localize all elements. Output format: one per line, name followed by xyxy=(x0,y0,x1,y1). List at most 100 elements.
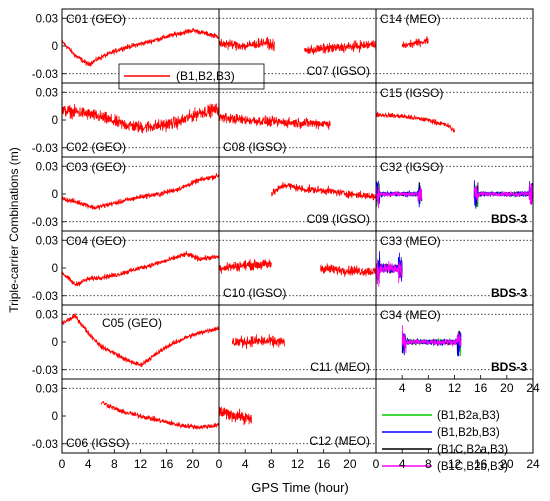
x-tick-label: 4 xyxy=(399,381,406,395)
x-tick-label: 20 xyxy=(186,457,200,471)
y-tick-label: -0.03 xyxy=(32,217,58,229)
y-tick-label: 0.03 xyxy=(36,383,58,395)
x-tick-label: 8 xyxy=(425,457,432,471)
x-tick-label: 16 xyxy=(317,457,331,471)
bds3-tag: BDS-3 xyxy=(491,286,527,300)
panel-c05: C05 (GEO) xyxy=(62,313,219,368)
x-tick-label: 4 xyxy=(85,457,92,471)
x-tick-label: 12 xyxy=(134,457,148,471)
panel-label: C04 (GEO) xyxy=(66,234,126,248)
panel-c14: C14 (MEO) xyxy=(380,12,441,49)
plot-area: C01 (GEO) C02 (GEO) C03 (GEO) C04 (GEO) C05 … xyxy=(62,12,533,473)
x-tick-label: 12 xyxy=(448,381,462,395)
panel-label: C32 (IGSO) xyxy=(380,160,443,174)
y-tick-label: -0.03 xyxy=(32,291,58,303)
series-line-b1c_b2b xyxy=(376,259,403,287)
series-line-main xyxy=(62,250,219,287)
legend-entry: (B1,B2b,B3) xyxy=(437,427,500,439)
x-tick-label: 16 xyxy=(160,457,174,471)
x-tick-label: 24 xyxy=(526,381,540,395)
x-tick-label: 8 xyxy=(425,381,432,395)
panel-label: C03 (GEO) xyxy=(66,160,126,174)
panel-label: C02 (GEO) xyxy=(66,140,126,154)
panel-c07: C07 (IGSO) xyxy=(219,36,376,78)
panel-label: C05 (GEO) xyxy=(102,316,162,330)
panel-c32: C32 (IGSO) BDS-3 xyxy=(376,160,533,226)
y-tick-label: 0 xyxy=(52,115,58,127)
y-tick-label: 0.03 xyxy=(36,161,58,173)
panel-c03: C03 (GEO) xyxy=(62,160,219,210)
legend-entry: (B1,B2a,B3) xyxy=(437,410,500,422)
legend-entry: (B1C,B2b,B3) xyxy=(437,461,508,473)
series-line-main xyxy=(62,27,219,68)
y-tick-label: -0.03 xyxy=(32,69,58,81)
series-line-main xyxy=(401,36,429,49)
panel-c15: C15 (IGSO) xyxy=(376,86,455,133)
x-tick-label: 0 xyxy=(373,457,380,471)
series-line-main xyxy=(62,173,219,210)
y-tick-label: 0 xyxy=(52,263,58,275)
panel-label: C06 (IGSO) xyxy=(66,436,129,450)
x-tick-label: 12 xyxy=(448,457,462,471)
panel-c34: C34 (MEO) BDS-3 xyxy=(380,308,527,374)
y-tick-label: -0.03 xyxy=(32,439,58,451)
x-tick-label: 8 xyxy=(268,457,275,471)
series-line-b1c_b2b xyxy=(473,183,533,205)
series-line-main xyxy=(219,112,331,130)
legend-label: (B1,B2,B3) xyxy=(176,69,235,83)
panel-c33: C33 (MEO) BDS-3 xyxy=(376,234,527,300)
x-tick-label: 4 xyxy=(242,457,249,471)
bds3-tag: BDS-3 xyxy=(491,212,527,226)
panel-label: C09 (IGSO) xyxy=(307,212,370,226)
series-line-main xyxy=(271,182,376,201)
panel-label: C33 (MEO) xyxy=(380,234,441,248)
panel-label: C11 (MEO) xyxy=(310,360,370,374)
x-tick-label: 8 xyxy=(111,457,118,471)
panel-label: C12 (MEO) xyxy=(309,434,370,448)
y-tick-label: 0.03 xyxy=(36,13,58,25)
x-tick-label: 0 xyxy=(216,457,223,471)
y-tick-label: 0 xyxy=(52,41,58,53)
y-tick-label: 0.03 xyxy=(36,87,58,99)
panel-c08: C08 (IGSO) xyxy=(219,112,331,154)
panel-c01: C01 (GEO) xyxy=(62,12,219,68)
axis-layer: 0.030-0.030.030-0.030.030-0.030.030-0.03… xyxy=(32,8,540,471)
y-tick-label: 0.03 xyxy=(36,235,58,247)
x-tick-label: 12 xyxy=(291,457,305,471)
series-line-main xyxy=(320,263,376,277)
panel-c12: C12 (MEO) xyxy=(219,406,370,448)
bds3-tag: BDS-3 xyxy=(491,360,527,374)
x-axis-label: GPS Time (hour) xyxy=(251,480,349,495)
x-tick-label: 20 xyxy=(500,381,514,395)
x-tick-label: 16 xyxy=(474,457,488,471)
y-tick-label: 0 xyxy=(52,189,58,201)
y-axis-label: Triple-carrier Combinations (m) xyxy=(7,147,21,313)
panel-label: C14 (MEO) xyxy=(380,12,441,26)
y-tick-label: 0.03 xyxy=(36,309,58,321)
x-tick-label: 16 xyxy=(474,381,488,395)
x-tick-label: 24 xyxy=(526,457,540,471)
panel-c09: C09 (IGSO) xyxy=(271,182,376,226)
y-tick-label: -0.03 xyxy=(32,143,58,155)
series-line-main xyxy=(376,111,455,133)
panel-label: C01 (GEO) xyxy=(66,12,126,26)
series-line-main xyxy=(219,36,275,52)
x-tick-label: 0 xyxy=(59,457,66,471)
x-tick-label: 4 xyxy=(399,457,406,471)
legend-entry: (B1C,B2a,B3) xyxy=(437,444,508,456)
series-line-b1c_b2b xyxy=(401,324,462,354)
panel-label: C34 (MEO) xyxy=(380,308,441,322)
panel-c11: C11 (MEO) xyxy=(231,334,370,374)
panel-c04: C04 (GEO) xyxy=(62,234,219,287)
series-line-main xyxy=(219,258,272,275)
panel-c06: C06 (IGSO) xyxy=(66,401,219,450)
series-line-b1c_b2b xyxy=(376,185,423,209)
y-tick-label: 0 xyxy=(52,411,58,423)
panel-c10: C10 (IGSO) xyxy=(219,258,376,300)
panel-label: C15 (IGSO) xyxy=(380,86,443,100)
panel-label: C10 (IGSO) xyxy=(223,286,286,300)
y-tick-label: 0 xyxy=(52,337,58,349)
panel-label: C07 (IGSO) xyxy=(307,64,370,78)
series-line-main xyxy=(231,334,285,350)
